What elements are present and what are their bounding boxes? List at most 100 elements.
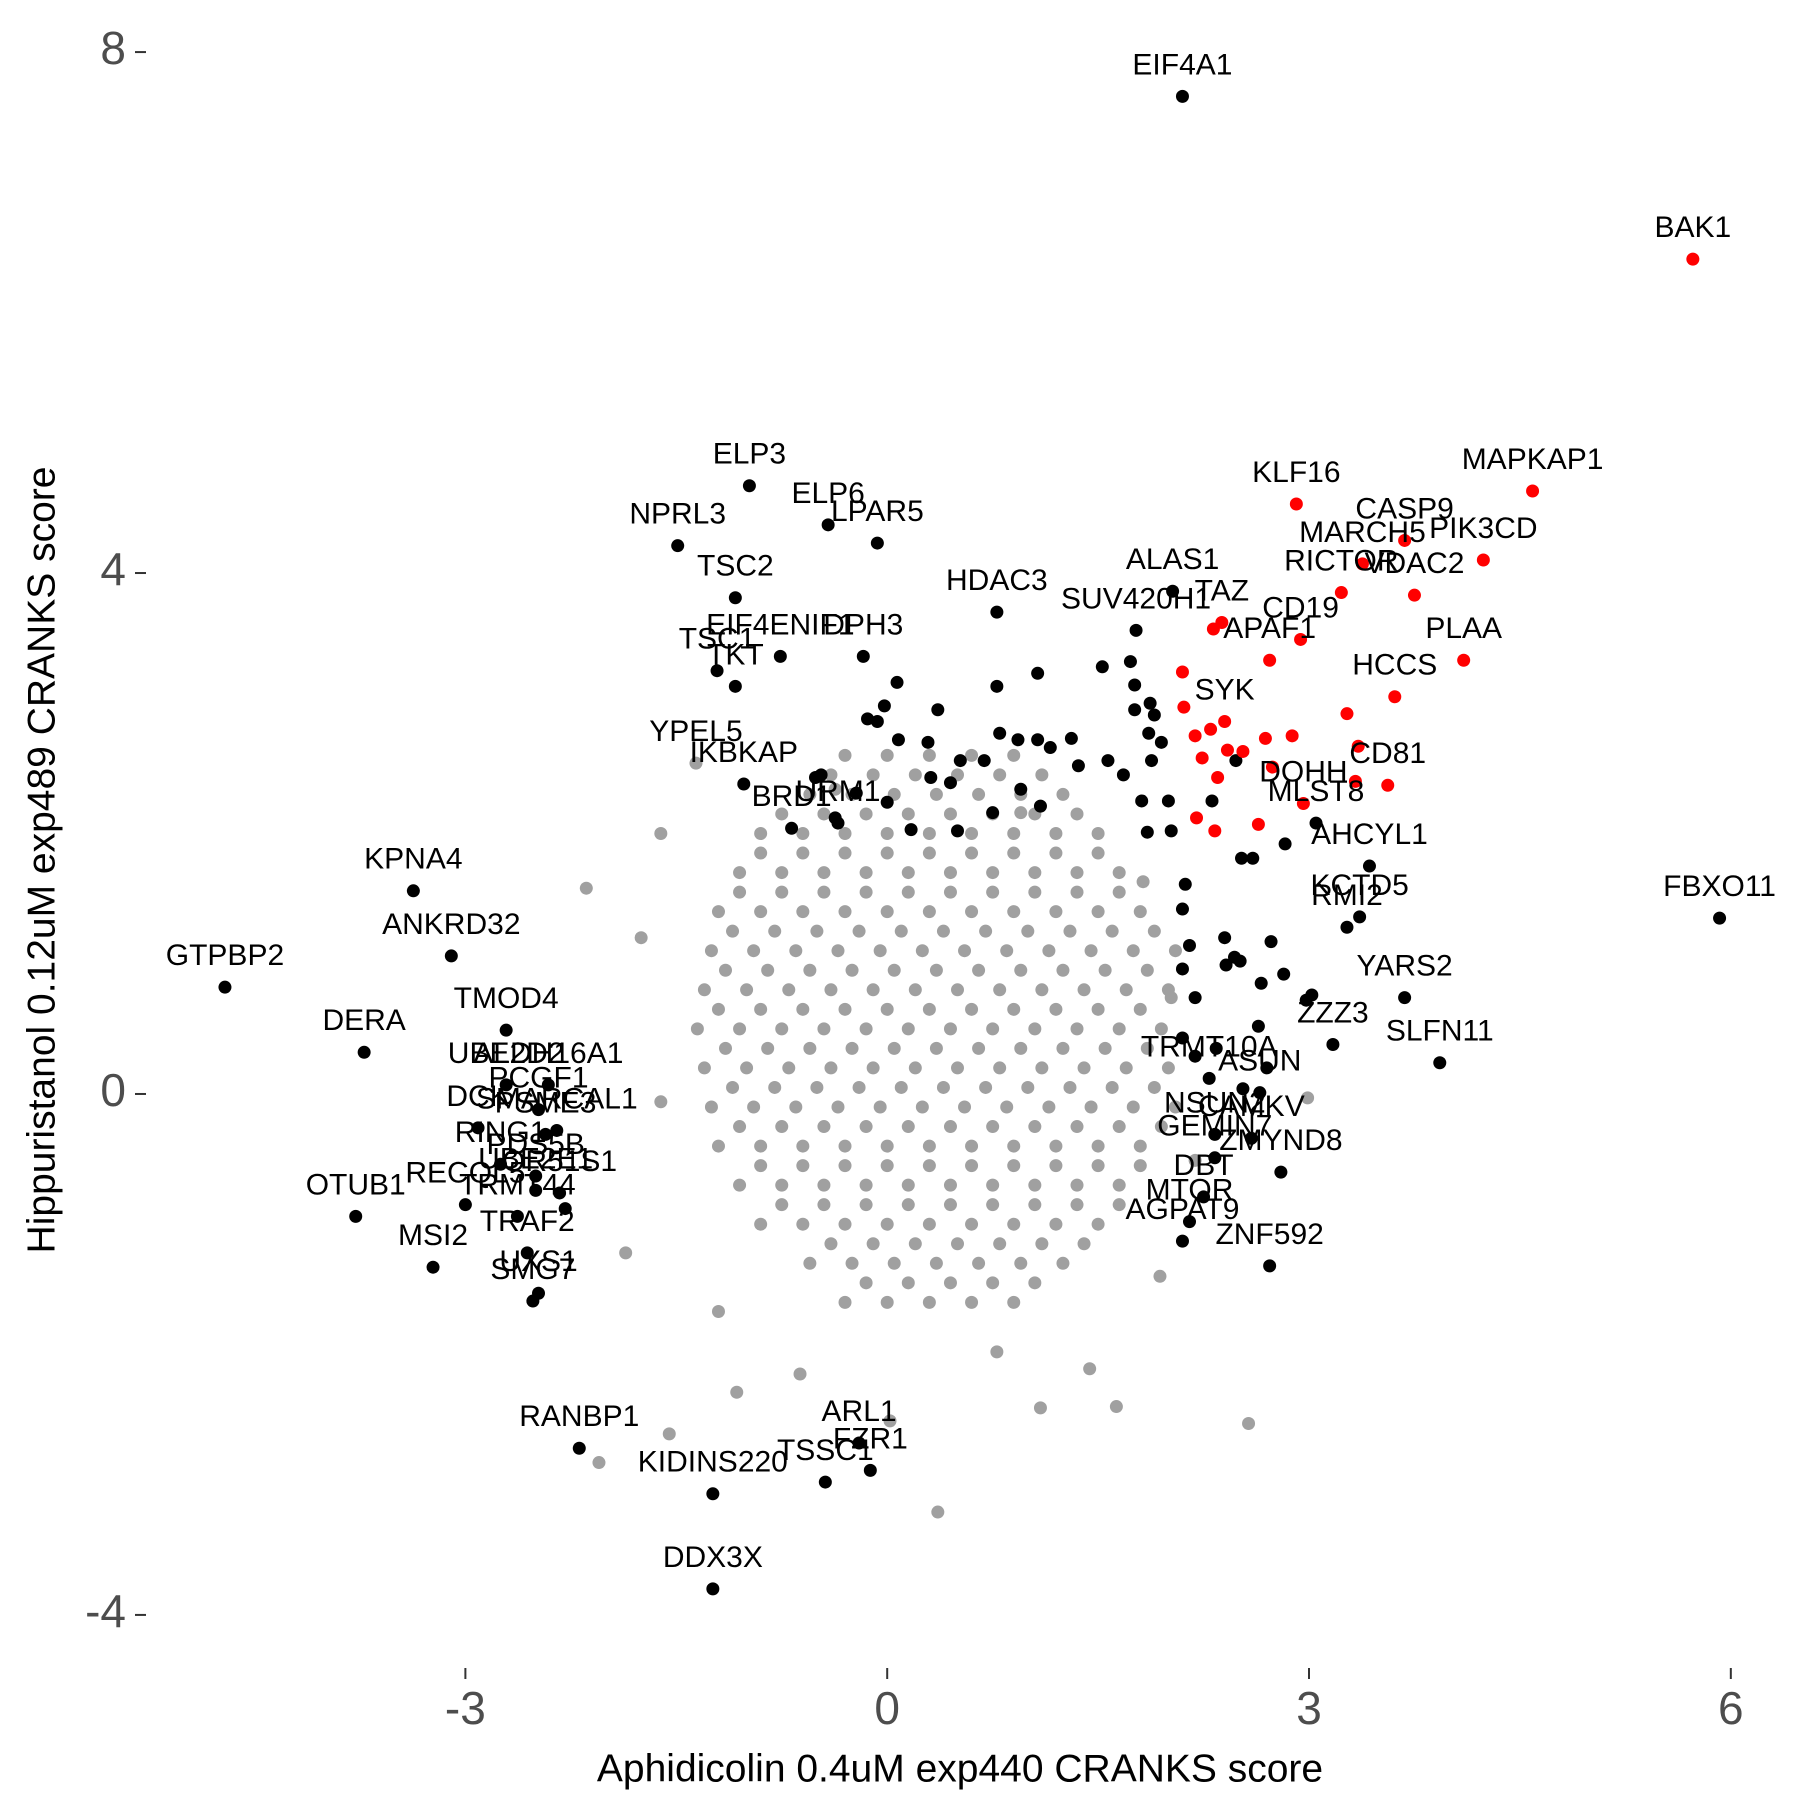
point (1164, 824, 1178, 838)
point-label: HCCS (1352, 649, 1437, 682)
point (775, 1178, 789, 1192)
point (1190, 811, 1204, 825)
point (859, 885, 873, 899)
point (1128, 703, 1142, 717)
point (1195, 751, 1209, 765)
point (1294, 632, 1308, 646)
point (1197, 1190, 1211, 1204)
point-label: SLFN11 (1386, 1015, 1494, 1048)
point (866, 1061, 880, 1075)
point-label: SMARCAL1 (476, 1082, 638, 1115)
point (793, 1367, 807, 1381)
point-label: CD19 (1262, 591, 1339, 624)
point (1278, 837, 1292, 851)
point (1098, 963, 1112, 977)
point (1236, 1082, 1250, 1096)
point (870, 536, 884, 550)
point (1202, 1071, 1216, 1085)
point-label: ELP6 (791, 477, 864, 510)
point (775, 866, 789, 880)
point (1277, 967, 1291, 981)
point-label: CAMKV (1198, 1090, 1305, 1123)
point (1208, 1151, 1222, 1165)
point (1091, 827, 1105, 840)
point (671, 539, 685, 553)
point (1168, 944, 1182, 958)
point (901, 807, 915, 821)
point-label: UBE2D2 (448, 1037, 565, 1070)
point (754, 1217, 768, 1231)
point-label: TMOD4 (454, 982, 559, 1015)
point (733, 885, 747, 899)
point (520, 1246, 534, 1260)
point (740, 1061, 754, 1075)
point (1305, 988, 1319, 1002)
point (1031, 733, 1045, 747)
point (1233, 954, 1247, 968)
point (1398, 991, 1412, 1005)
point (1218, 714, 1232, 728)
point (1142, 726, 1156, 740)
point (817, 1178, 831, 1192)
y-axis-title: Hippuristanol 0.12uM exp489 CRANKS score (20, 467, 63, 1254)
point (406, 884, 420, 898)
point (773, 649, 787, 663)
point-label: TRAF2 (480, 1205, 575, 1238)
point-label: MAPKAP1 (1462, 443, 1604, 476)
point (711, 1304, 725, 1318)
point (690, 1022, 704, 1036)
point (1263, 1259, 1277, 1273)
point (1229, 754, 1243, 768)
point (1084, 1100, 1098, 1114)
point (1056, 1041, 1070, 1055)
point (953, 754, 967, 768)
point (1388, 690, 1402, 704)
point (1713, 911, 1727, 925)
point (859, 1022, 873, 1036)
point (697, 1061, 711, 1075)
point (838, 827, 852, 840)
point (943, 1022, 957, 1036)
point-label: DCK (446, 1080, 509, 1113)
point (817, 1198, 831, 1212)
point (831, 1100, 845, 1114)
point (866, 768, 880, 782)
point (1112, 1120, 1126, 1134)
point (1381, 778, 1395, 792)
point (1433, 1056, 1447, 1070)
point (943, 1178, 957, 1192)
point (965, 748, 979, 762)
point (1253, 1086, 1267, 1100)
point-label: ZNF592 (1215, 1218, 1323, 1251)
point (558, 1202, 572, 1216)
point (796, 1217, 810, 1231)
point (1129, 623, 1143, 637)
point (1043, 741, 1057, 755)
point (824, 768, 838, 782)
point-label: VDAC2 (1364, 547, 1464, 580)
point (880, 1159, 894, 1173)
point-label: IKBKAP (690, 736, 798, 769)
point (1355, 557, 1369, 571)
point (1091, 1139, 1105, 1153)
point (880, 748, 894, 762)
point (1042, 944, 1056, 958)
point-label: TAZ (1195, 574, 1249, 607)
point (1265, 760, 1279, 774)
point (710, 664, 724, 678)
point (1140, 963, 1154, 977)
point (444, 949, 458, 963)
point (943, 776, 957, 790)
point (838, 1002, 852, 1016)
point-label: EIF4A1 (1132, 48, 1232, 81)
point (1077, 1061, 1091, 1075)
point (1178, 877, 1192, 891)
point (1070, 1120, 1084, 1134)
point (993, 726, 1007, 740)
point (1289, 497, 1303, 511)
point (990, 679, 1004, 693)
point (958, 1100, 972, 1114)
point-label: PIK3CD (1429, 512, 1537, 545)
point (943, 866, 957, 880)
